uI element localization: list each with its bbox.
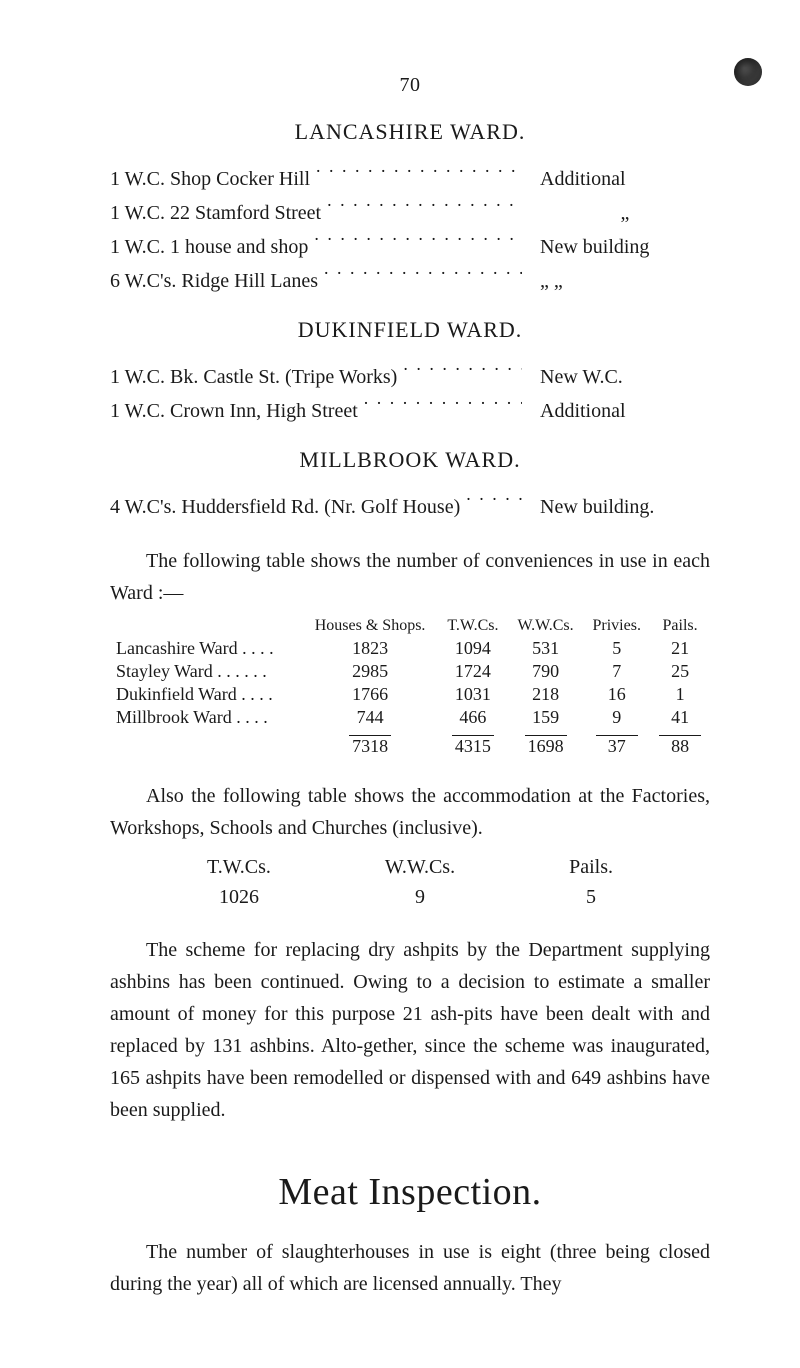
leader-dots (314, 229, 522, 253)
col-h: Privies. (583, 617, 650, 637)
millbrook-row: 4 W.C's. Huddersfield Rd. (Nr. Golf Hous… (110, 489, 710, 523)
lancashire-row: 1 W.C. Shop Cocker Hill Additional (110, 161, 710, 195)
table-header-row: Houses & Shops. T.W.Cs. W.W.Cs. Privies.… (110, 617, 710, 637)
leader-dots (403, 359, 522, 383)
cell: 2985 (302, 660, 438, 683)
twc-val: 9 (385, 882, 455, 912)
lancashire-row: 6 W.C's. Ridge Hill Lanes „ „ (110, 263, 710, 297)
entry-right: New W.C. (528, 361, 710, 393)
entry-left: 1 W.C. Bk. Castle St. (Tripe Works) (110, 361, 397, 393)
total-val: 1698 (525, 735, 567, 757)
table-row: Dukinfield Ward . . . . 1766 1031 218 16… (110, 683, 710, 706)
page-decor-spot (734, 58, 762, 86)
cell: 21 (650, 637, 710, 660)
col-h: Houses & Shops. (302, 617, 438, 637)
dukinfield-row: 1 W.C. Crown Inn, High Street Additional (110, 393, 710, 427)
entry-left: 1 W.C. 22 Stamford Street (110, 197, 321, 229)
cell: 4315 (438, 729, 508, 758)
cell: Dukinfield Ward . . . . (110, 683, 302, 706)
total-val: 7318 (349, 735, 391, 757)
cell: 1031 (438, 683, 508, 706)
twc-val: 1026 (207, 882, 271, 912)
cell: 218 (508, 683, 583, 706)
entry-right: „ (528, 197, 710, 229)
cell: 7318 (302, 729, 438, 758)
entry-right: Additional (528, 395, 710, 427)
col-h: Pails. (650, 617, 710, 637)
twc-head: W.W.Cs. (385, 852, 455, 882)
twc-col: W.W.Cs. 9 (385, 852, 455, 912)
lancashire-row: 1 W.C. 22 Stamford Street „ (110, 195, 710, 229)
cell: 1698 (508, 729, 583, 758)
cell: 25 (650, 660, 710, 683)
cell: Lancashire Ward . . . . (110, 637, 302, 660)
total-val: 88 (659, 735, 701, 757)
meat-inspection-heading: Meat Inspection. (110, 1170, 710, 1214)
col-h (110, 617, 302, 637)
leader-dots (327, 195, 522, 219)
cell: 9 (583, 706, 650, 729)
entry-left: 1 W.C. 1 house and shop (110, 231, 308, 263)
accommodation-para: Also the following table shows the accom… (110, 780, 710, 844)
twc-col: Pails. 5 (569, 852, 613, 912)
col-h: T.W.Cs. (438, 617, 508, 637)
cell: 5 (583, 637, 650, 660)
twc-val: 5 (569, 882, 613, 912)
cell: 744 (302, 706, 438, 729)
total-val: 4315 (452, 735, 494, 757)
cell: Millbrook Ward . . . . (110, 706, 302, 729)
cell: 7 (583, 660, 650, 683)
entry-left: 1 W.C. Shop Cocker Hill (110, 163, 310, 195)
cell: 88 (650, 729, 710, 758)
cell: 1823 (302, 637, 438, 660)
leader-dots (466, 489, 522, 513)
cell: 1766 (302, 683, 438, 706)
intro-table-para: The following table shows the number of … (110, 545, 710, 609)
entry-right: „ „ (528, 265, 710, 297)
total-val: 37 (596, 735, 638, 757)
entry-left: 4 W.C's. Huddersfield Rd. (Nr. Golf Hous… (110, 491, 460, 523)
cell: 790 (508, 660, 583, 683)
leader-dots (316, 161, 522, 185)
entry-right: New building. (528, 491, 710, 523)
entry-left: 1 W.C. Crown Inn, High Street (110, 395, 358, 427)
table-row: Stayley Ward . . . . . . 2985 1724 790 7… (110, 660, 710, 683)
entry-right: Additional (528, 163, 710, 195)
leader-dots (364, 393, 522, 417)
scheme-para: The scheme for replacing dry ashpits by … (110, 934, 710, 1126)
cell: Stayley Ward . . . . . . (110, 660, 302, 683)
cell: 531 (508, 637, 583, 660)
page-number: 70 (110, 74, 710, 97)
cell: 1094 (438, 637, 508, 660)
cell: 159 (508, 706, 583, 729)
meat-para: The number of slaughterhouses in use is … (110, 1236, 710, 1300)
cell: 1 (650, 683, 710, 706)
dukinfield-heading: DUKINFIELD WARD. (110, 317, 710, 343)
lancashire-heading: LANCASHIRE WARD. (110, 119, 710, 145)
dukinfield-row: 1 W.C. Bk. Castle St. (Tripe Works) New … (110, 359, 710, 393)
page: 70 LANCASHIRE WARD. 1 W.C. Shop Cocker H… (0, 0, 800, 1368)
cell: 1724 (438, 660, 508, 683)
twc-col: T.W.Cs. 1026 (207, 852, 271, 912)
conveniences-table: Houses & Shops. T.W.Cs. W.W.Cs. Privies.… (110, 617, 710, 758)
millbrook-heading: MILLBROOK WARD. (110, 447, 710, 473)
table-row: Millbrook Ward . . . . 744 466 159 9 41 (110, 706, 710, 729)
cell (110, 729, 302, 758)
twc-head: Pails. (569, 852, 613, 882)
twc-table: T.W.Cs. 1026 W.W.Cs. 9 Pails. 5 (150, 852, 670, 912)
table-totals-row: 7318 4315 1698 37 88 (110, 729, 710, 758)
leader-dots (324, 263, 522, 287)
cell: 41 (650, 706, 710, 729)
cell: 16 (583, 683, 650, 706)
entry-right: New building (528, 231, 710, 263)
lancashire-row: 1 W.C. 1 house and shop New building (110, 229, 710, 263)
cell: 466 (438, 706, 508, 729)
entry-left: 6 W.C's. Ridge Hill Lanes (110, 265, 318, 297)
table-row: Lancashire Ward . . . . 1823 1094 531 5 … (110, 637, 710, 660)
twc-head: T.W.Cs. (207, 852, 271, 882)
col-h: W.W.Cs. (508, 617, 583, 637)
cell: 37 (583, 729, 650, 758)
